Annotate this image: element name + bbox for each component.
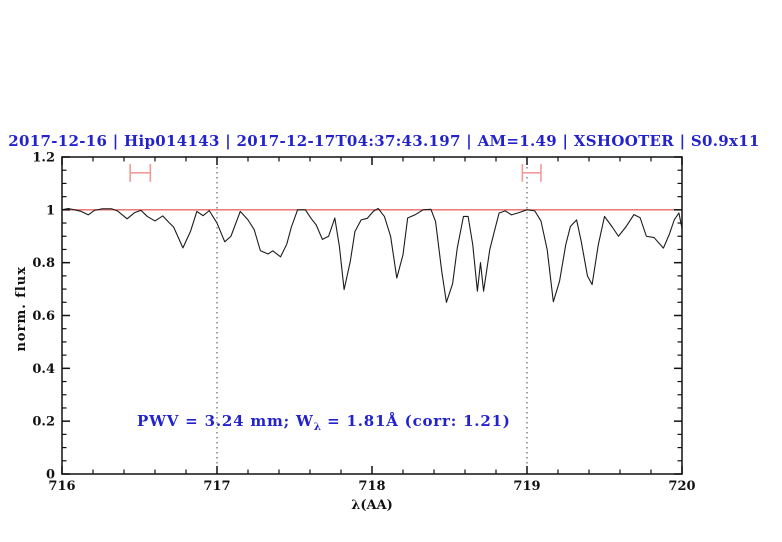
pwv-annotation-suffix: = 1.81Å (corr: 1.21): [321, 412, 511, 430]
y-tick-label: 0: [46, 468, 55, 483]
y-tick-label: 0.6: [32, 309, 55, 324]
pwv-annotation: PWV = 3.24 mm; Wλ = 1.81Å (corr: 1.21): [137, 412, 511, 433]
y-tick-label: 1: [46, 203, 55, 218]
x-tick-label: 716: [48, 479, 75, 494]
spectrum-line: [61, 207, 683, 303]
y-tick-label: 1.2: [32, 151, 55, 166]
y-axis-label: norm. flux: [14, 266, 29, 352]
x-tick-label: 720: [668, 479, 695, 494]
x-axis-label: λ(AA): [351, 498, 393, 513]
pwv-annotation-subscript: λ: [313, 421, 322, 433]
x-tick-label: 718: [358, 479, 385, 494]
y-tick-label: 0.4: [32, 362, 55, 377]
y-tick-label: 0.2: [32, 415, 55, 430]
pwv-annotation-prefix: PWV = 3.24 mm; W: [137, 412, 314, 430]
x-tick-label: 719: [513, 479, 540, 494]
plot-title: 2017-12-16 | Hip014143 | 2017-12-17T04:3…: [8, 132, 760, 150]
x-tick-label: 717: [203, 479, 230, 494]
y-tick-label: 0.8: [32, 256, 55, 271]
